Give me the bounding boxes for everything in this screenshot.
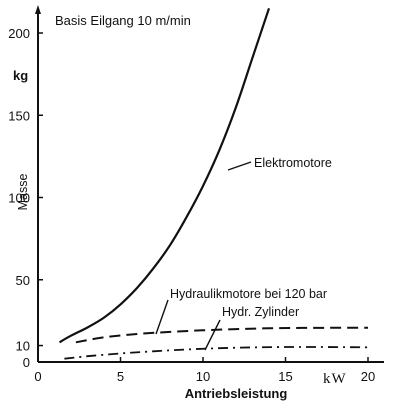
y-tick-label: 50 [16, 273, 30, 288]
y-axis-arrow-icon [35, 5, 41, 14]
labels: Basis Eilgang 10 m/min kg Masse Antriebs… [13, 13, 347, 401]
y-tick-label: 200 [8, 26, 30, 41]
x-tick-label: 5 [117, 369, 124, 384]
series-label-hydr-zylinder: Hydr. Zylinder [222, 305, 299, 319]
x-axis-label: Antriebsleistung [185, 386, 288, 401]
x-tick-label: 15 [278, 369, 292, 384]
y-tick-label: 0 [23, 355, 30, 370]
x-tick-label: 20 [361, 369, 375, 384]
leader-line-elektromotore [227, 161, 252, 171]
y-tick-label: 100 [8, 191, 30, 206]
x-unit-label: kW [323, 371, 347, 387]
leader-line-hydr-zylinder [204, 319, 221, 351]
chart-title: Basis Eilgang 10 m/min [55, 13, 191, 28]
leader-line-hydraulikmotore [155, 299, 169, 335]
y-axis-label: Masse [16, 174, 30, 211]
axes [35, 5, 384, 363]
series-line-2 [64, 346, 369, 360]
y-tick-label: 150 [8, 108, 30, 123]
x-tick-label: 0 [34, 369, 41, 384]
x-tick-label: 10 [196, 369, 210, 384]
series [58, 7, 369, 360]
series-label-hydraulikmotore: Hydraulikmotore bei 120 bar [170, 287, 327, 301]
series-label-elektromotore: Elektromotore [254, 156, 332, 170]
y-tick-label: 10 [16, 339, 30, 354]
series-line-1 [75, 326, 368, 344]
y-unit-label: kg [13, 68, 28, 83]
series-line-0 [58, 7, 271, 344]
